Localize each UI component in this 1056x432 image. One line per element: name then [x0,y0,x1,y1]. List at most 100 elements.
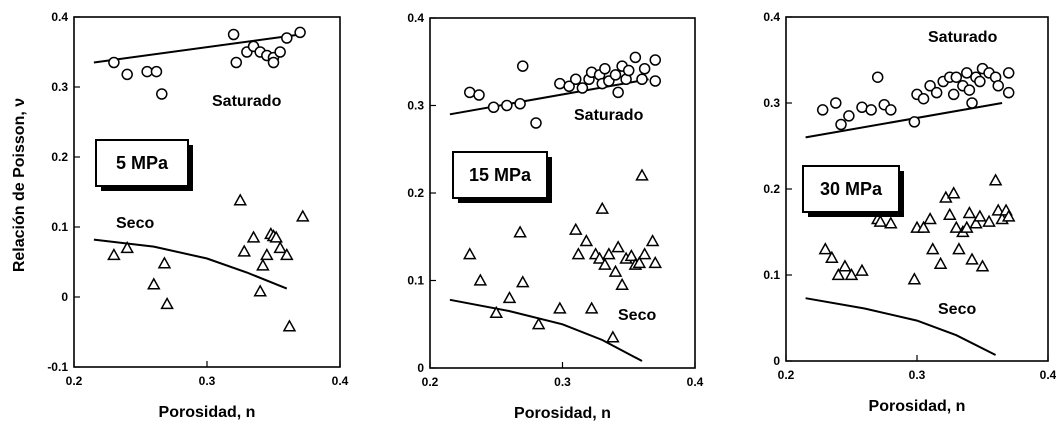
data-point-saturado [530,117,542,129]
data-point-seco [592,251,607,264]
x-tick-label: 0.3 [199,374,216,388]
data-point-seco [637,247,652,260]
data-point-seco [825,250,839,263]
x-tick-label: 0.4 [687,375,704,389]
data-point-saturado [609,69,622,81]
data-point-seco [611,240,625,253]
data-point-seco [973,209,987,222]
x-tick-label: 0.2 [66,374,83,388]
label-saturado: Saturado [574,107,644,124]
data-point-saturado [636,73,648,85]
x-tick-label: 0.3 [909,368,926,382]
data-point-seco [260,247,274,261]
data-point-seco [253,284,267,297]
data-point-saturado [816,104,829,116]
data-point-seco [916,220,931,233]
data-point-seco [933,256,948,269]
x-axis-label: Porosidad, n [869,398,966,415]
pressure-label: 5 MPa [116,153,169,173]
data-point-saturado [501,99,513,112]
data-point-saturado [930,86,943,99]
data-point-saturado [623,64,635,77]
data-point-saturado [1002,67,1015,79]
data-point-saturado [950,71,963,83]
data-point-seco [462,247,477,260]
data-point-seco [584,301,599,314]
data-point-saturado [121,68,133,81]
y-tick-label: 0.1 [51,220,68,234]
y-tick-label: 0.2 [763,182,780,196]
data-point-seco [579,234,594,247]
data-point-seco [884,216,898,229]
data-point-saturado [966,97,978,109]
pressure-label: 30 MPa [820,179,883,199]
y-tick-label: 0.3 [51,80,68,94]
data-point-seco [818,242,833,255]
chart-panels: -0.1 0 0.1 0.2 0.3 0.4 0.2 0.3 0.4 Porosidad, n 5 … [47,10,1056,422]
x-tick-label: 0.4 [1040,368,1056,382]
data-point-saturado [871,71,884,83]
pressure-box [802,165,900,213]
data-point-seco [975,259,990,272]
data-point-seco [942,207,957,220]
chart-panel-1: -0.1 0 0.1 0.2 0.3 0.4 0.2 0.3 0.4 Porosidad, n 5 … [47,10,348,421]
x-tick-label: 0.4 [332,374,349,388]
y-tick-label: 0.1 [763,268,780,282]
data-point-saturado [917,92,930,105]
y-tick-label: 0.4 [763,10,780,24]
x-axis-label: Porosidad, n [159,404,256,421]
data-point-seco [147,277,161,290]
data-point-saturado [281,32,293,44]
data-point-seco [269,230,283,243]
data-point-seco [952,242,966,255]
data-point-seco [246,230,261,243]
data-point-saturado [473,89,485,101]
data-point-saturado [649,75,661,87]
pressure-box [452,151,548,199]
data-point-saturado [487,101,500,113]
data-point-seco [946,186,961,199]
data-point-seco [855,263,869,276]
trendline-saturado [805,102,1003,139]
data-point-saturado [156,88,168,100]
data-point-seco [553,301,567,314]
data-point-seco [571,247,586,260]
data-point-seco [925,242,940,255]
data-point-saturado [908,116,921,128]
data-point-saturado [638,63,651,75]
data-point-seco [489,305,504,319]
y-tick-label: 0.2 [407,186,424,200]
data-point-seco [635,168,649,181]
data-point-saturado [830,97,842,109]
chart-panel-3: 0 0.1 0.2 0.3 0.4 0.2 0.3 0.4 Porosidad, n 30 MPa… [763,10,1056,415]
trendline-saturado [449,78,649,116]
data-point-saturado [992,80,1004,92]
y-tick-label: -0.1 [47,360,68,374]
data-point-saturado [514,98,526,110]
data-point-saturado [885,104,897,116]
data-point-saturado [227,28,240,41]
y-tick-label: 0.2 [51,150,68,164]
data-point-seco [233,193,248,206]
data-point-seco [256,258,270,271]
data-point-seco [648,255,663,269]
label-seco: Seco [116,215,154,232]
data-point-seco [120,240,134,254]
label-seco: Seco [618,307,656,324]
y-tick-label: 0 [417,361,424,375]
data-point-seco [602,247,616,260]
label-saturado: Saturado [928,29,998,46]
y-tick-label: 0.1 [407,274,424,288]
data-point-saturado [612,86,624,99]
data-point-saturado [141,65,153,78]
data-point-saturado [274,46,286,58]
data-point-seco [502,290,517,304]
pressure-box [95,139,189,187]
y-tick-label: 0 [61,290,68,304]
x-tick-label: 0.3 [554,375,571,389]
data-point-saturado [924,80,936,92]
x-tick-label: 0.2 [422,375,439,389]
data-point-seco [595,201,610,214]
plot-frame [73,16,341,368]
